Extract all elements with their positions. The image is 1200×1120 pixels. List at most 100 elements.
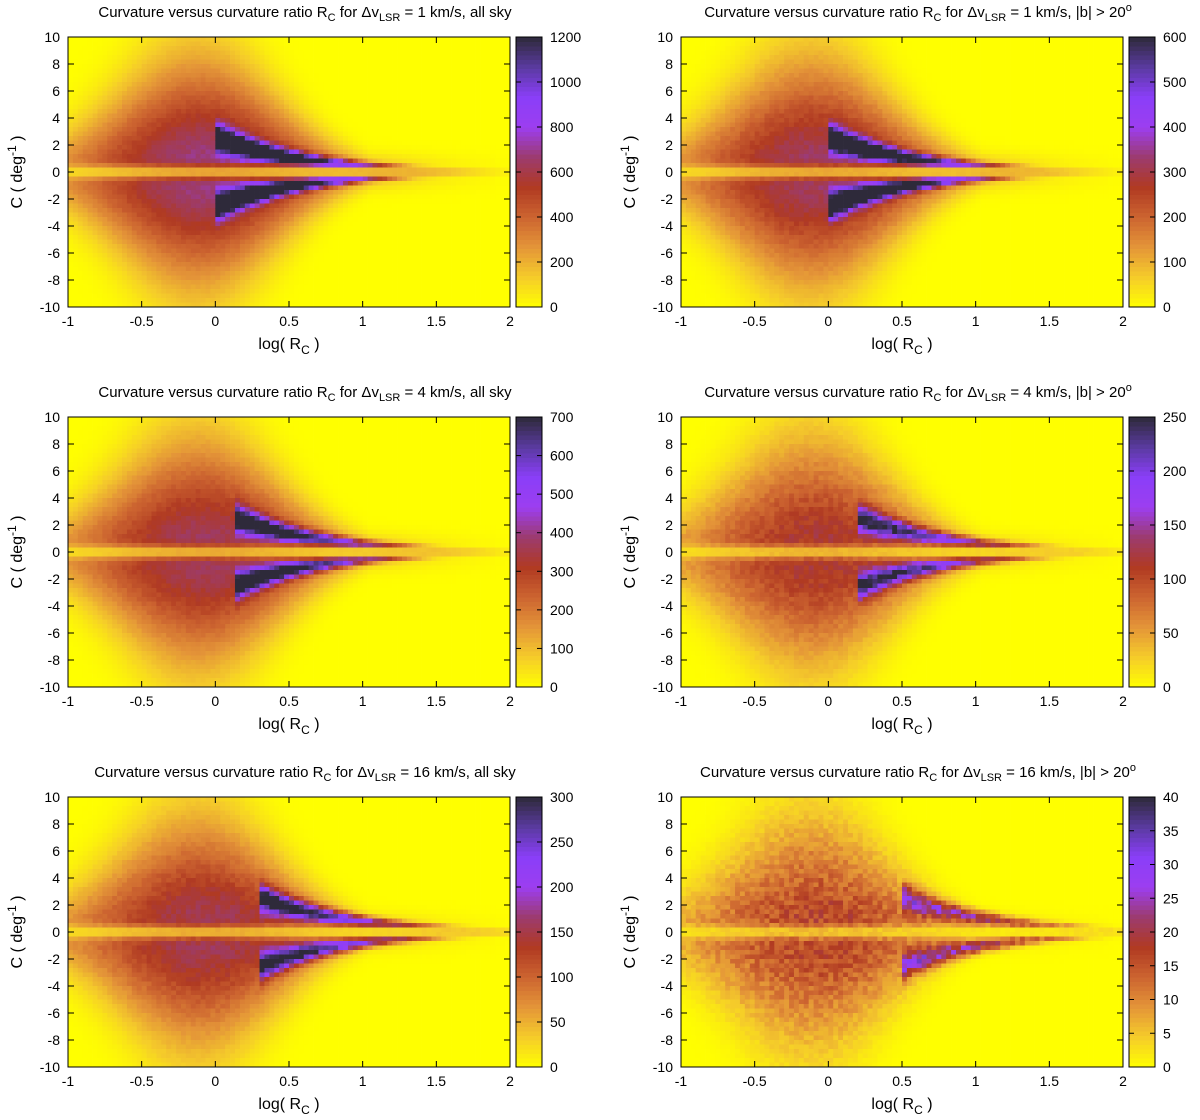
heatmap-cell — [352, 230, 359, 236]
heatmap-cell — [97, 194, 103, 200]
heatmap-cell — [171, 104, 177, 110]
heatmap-cell — [303, 253, 309, 258]
heatmap-cell — [161, 86, 167, 92]
heatmap-cell — [387, 221, 393, 227]
heatmap-cell — [220, 185, 226, 191]
heatmap-cell — [200, 113, 206, 119]
heatmap-cell — [328, 257, 334, 263]
heatmap-cell — [102, 145, 108, 150]
heatmap-cell — [72, 302, 79, 308]
heatmap-cell — [333, 86, 339, 92]
heatmap-cell — [284, 64, 290, 69]
heatmap-cell — [176, 163, 182, 168]
heatmap-cell — [225, 154, 231, 159]
heatmap-cell — [82, 203, 88, 209]
heatmap-cell — [180, 190, 187, 195]
heatmap-cell — [313, 221, 319, 227]
heatmap-cell — [441, 226, 447, 231]
heatmap-cell — [269, 221, 275, 227]
heatmap-cell — [279, 91, 285, 96]
heatmap-cell — [279, 181, 285, 186]
heatmap-cell — [274, 221, 280, 227]
heatmap-cell — [303, 122, 309, 128]
heatmap-cell — [195, 41, 201, 47]
heatmap-cell — [406, 104, 413, 110]
heatmap-cell — [92, 208, 98, 213]
heatmap-cell — [411, 194, 418, 200]
heatmap-cell — [92, 257, 98, 263]
heatmap-cell — [210, 109, 216, 114]
heatmap-cell — [303, 91, 309, 96]
heatmap-cell — [470, 289, 476, 294]
heatmap-cell — [146, 293, 152, 299]
heatmap-cell — [318, 293, 324, 299]
heatmap-cell — [225, 122, 231, 128]
heatmap-cell — [367, 199, 373, 204]
heatmap-cell — [180, 244, 187, 249]
heatmap-cell — [126, 199, 133, 204]
heatmap-cell — [107, 145, 113, 150]
heatmap-cell — [195, 298, 201, 303]
heatmap-cell — [421, 104, 427, 110]
heatmap-cell — [362, 199, 368, 204]
heatmap-cell — [455, 127, 462, 132]
heatmap-cell — [475, 55, 481, 60]
heatmap-cell — [141, 136, 147, 141]
heatmap-cell — [401, 41, 408, 47]
heatmap-cell — [244, 235, 251, 240]
heatmap-cell — [254, 73, 260, 78]
heatmap-cell — [220, 190, 226, 195]
heatmap-cell — [68, 113, 74, 119]
heatmap-cell — [372, 127, 378, 132]
heatmap-cell — [406, 302, 413, 308]
heatmap-cell — [92, 127, 98, 132]
heatmap-cell — [156, 55, 162, 60]
heatmap-cell — [426, 266, 432, 272]
heatmap-cell — [372, 50, 378, 56]
heatmap-cell — [460, 104, 467, 110]
heatmap-cell — [367, 217, 373, 222]
heatmap-cell — [77, 100, 84, 105]
heatmap-cell — [185, 217, 192, 222]
heatmap-cell — [460, 95, 467, 101]
heatmap-cell — [411, 248, 418, 254]
heatmap-cell — [225, 91, 231, 96]
heatmap-cell — [352, 149, 359, 155]
heatmap-cell — [397, 248, 403, 254]
heatmap-cell — [352, 82, 359, 87]
heatmap-cell — [126, 91, 133, 96]
heatmap-cell — [446, 298, 452, 303]
heatmap-cell — [141, 253, 147, 258]
heatmap-cell — [117, 257, 123, 263]
heatmap-cell — [185, 82, 192, 87]
heatmap-cell — [166, 145, 172, 150]
heatmap-cell — [264, 235, 270, 240]
heatmap-cell — [220, 208, 226, 213]
heatmap-cell — [382, 266, 388, 272]
heatmap-cell — [392, 226, 398, 231]
heatmap-cell — [347, 41, 354, 47]
heatmap-cell — [455, 50, 462, 56]
heatmap-cell — [82, 194, 88, 200]
heatmap-cell — [87, 64, 93, 69]
heatmap-cell — [200, 77, 206, 83]
heatmap-cell — [220, 55, 226, 60]
heatmap-cell — [392, 37, 398, 42]
heatmap-cell — [92, 253, 98, 258]
heatmap-cell — [122, 95, 128, 101]
heatmap-cell — [215, 50, 221, 56]
heatmap-cell — [470, 185, 476, 191]
heatmap-cell — [313, 55, 319, 60]
heatmap-cell — [318, 41, 324, 47]
heatmap-cell — [411, 244, 418, 249]
heatmap-cell — [338, 154, 344, 159]
heatmap-cell — [102, 289, 108, 294]
heatmap-cell — [343, 113, 349, 119]
heatmap-cell — [117, 271, 123, 276]
heatmap-cell — [308, 37, 314, 42]
heatmap-cell — [343, 64, 349, 69]
heatmap-cell — [215, 172, 221, 177]
heatmap-cell — [293, 257, 300, 263]
heatmap-cell — [343, 77, 349, 83]
heatmap-cell — [161, 113, 167, 119]
